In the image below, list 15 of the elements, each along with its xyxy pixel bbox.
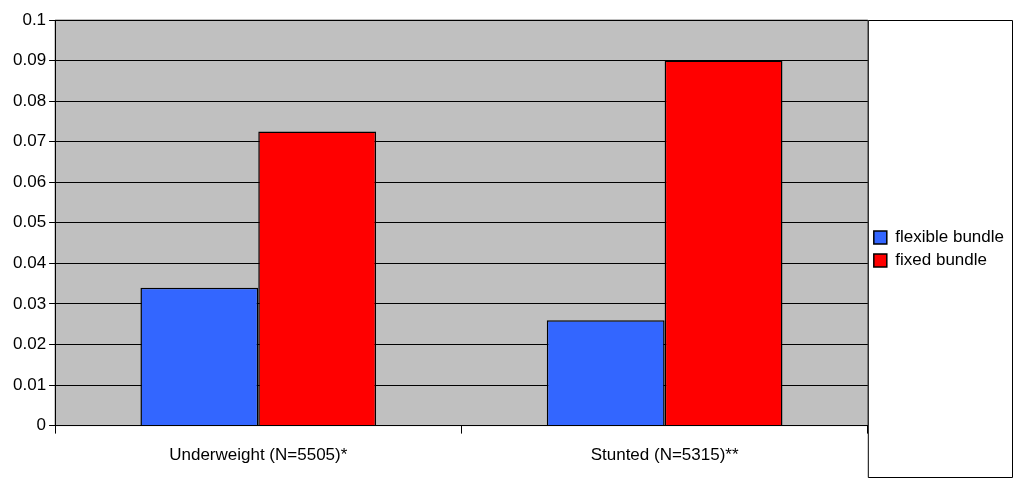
x-tick-label: Underweight (N=5505)* <box>169 445 348 465</box>
y-tick-label: 0.03 <box>12 293 47 313</box>
y-tick-label: 0.04 <box>12 253 47 273</box>
y-tick-label: 0.08 <box>12 90 47 110</box>
y-tick-label: 0 <box>36 415 47 435</box>
y-tick-label: 0.01 <box>12 374 47 394</box>
y-tick-label: 0.05 <box>12 212 47 232</box>
legend-label: flexible bundle <box>895 227 1005 247</box>
y-tick-label: 0.02 <box>12 334 47 354</box>
y-tick-label: 0.06 <box>12 171 47 191</box>
legend-label: fixed bundle <box>895 250 987 270</box>
y-tick-label: 0.1 <box>22 9 47 29</box>
y-tick-label: 0.07 <box>12 131 47 151</box>
x-tick-label: Stunted (N=5315)** <box>590 445 739 465</box>
y-tick-label: 0.09 <box>12 50 47 70</box>
